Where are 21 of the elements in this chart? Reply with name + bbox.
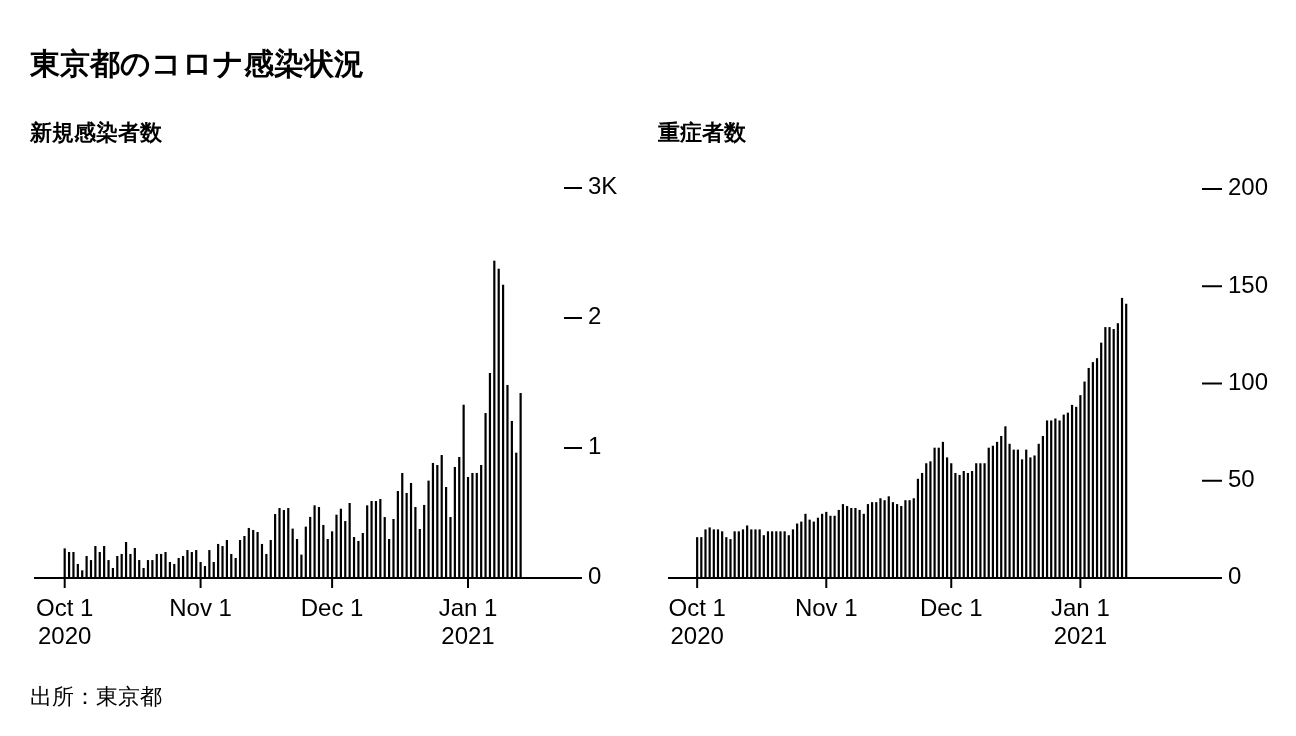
x-tick-label: Jan 1 2021 [1051,594,1110,649]
y-tick-label: 3K [588,172,618,200]
y-tick-label: 200 [1228,173,1269,201]
y-tick-label: 150 [1228,270,1269,298]
y-tick-label: 2 [588,302,602,330]
x-tick-label: Oct 1 2020 [668,594,726,649]
x-tick-label: Jan 1 2021 [438,594,498,649]
chart-subtitle: 新規感染者数 [29,120,163,145]
y-tick-label: 0 [1228,562,1242,590]
x-tick-label: Nov 1 [169,594,232,621]
y-tick-label: 50 [1228,465,1255,493]
x-tick-label: Dec 1 [300,594,364,621]
text: 出所：東京都 [30,684,162,709]
x-tick-label: Nov 1 [794,594,858,621]
x-tick-label: Oct 1 2020 [36,594,94,649]
x-tick-label: Dec 1 [919,594,983,621]
chart-subtitle: 重症者数 [657,120,747,145]
y-tick-label: 0 [588,562,602,590]
y-tick-label: 1 [588,432,602,460]
y-tick-label: 100 [1228,367,1269,395]
chart-title: 東京都のコロナ感染状況 [29,47,364,80]
